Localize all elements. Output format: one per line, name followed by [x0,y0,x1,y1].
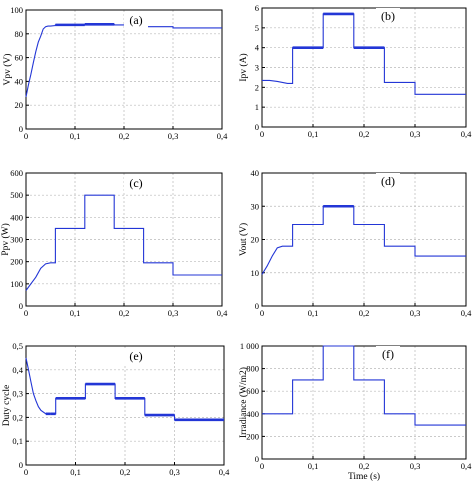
x-tick-label: 0,3 [168,131,179,141]
panel-d: 0 0,1 0,2 0,3 0,4 0 10 20 30 40 Vout (V) (d) [238,168,472,318]
series-line [262,345,466,426]
x-tick-label: 0,4 [217,131,228,141]
y-tick-label: 40 [251,168,260,178]
series-line [25,357,224,421]
y-tick-label: 400 [10,212,23,222]
y-tick-label: 2 [255,82,259,92]
series-line [261,205,466,275]
x-tick-label: 0,3 [168,308,179,318]
y-axis-title: Vout (V) [238,223,249,256]
panel-label: (f) [382,347,394,361]
y-tick-label: 4 [255,43,260,53]
panel-label-box [376,173,400,189]
series-line [25,194,222,291]
panel-label: (b) [381,9,395,23]
panel-label-box [376,346,400,362]
panel-a: 0 0,1 0,2 0,3 0,4 0 20 40 60 80 100 Vpv (V) (a) [2,5,228,141]
y-axis-title: Vpv (V) [2,54,13,86]
y-tick-label: 6 [255,3,259,13]
y-tick-label: 40 [15,76,24,86]
panel-label-box [124,12,148,28]
y-tick-label: 0,1 [12,436,23,446]
y-tick-label: 600 [246,386,259,396]
y-tick-label: 0,5 [12,341,23,351]
x-tick-label: 0 [260,129,264,139]
y-tick-label: 20 [15,100,24,110]
y-tick-label: 500 [10,190,23,200]
y-tick-label: 400 [246,409,259,419]
x-tick-label: 0,1 [70,308,81,318]
y-tick-label: 300 [10,235,23,245]
x-axis-title: Time (s) [348,471,380,481]
panel-label-box [124,348,148,364]
x-tick-label: 0,1 [70,467,81,477]
x-tick-label: 0,4 [217,308,228,318]
y-axis-title: Duty cycle [2,385,12,426]
y-tick-label: 0 [19,301,23,311]
y-tick-label: 0 [255,122,259,132]
y-tick-label: 30 [251,201,260,211]
y-tick-label: 800 [246,364,259,374]
panel-label: (d) [381,174,395,188]
x-tick-label: 0,3 [410,129,421,139]
y-tick-label: 60 [15,53,24,63]
x-tick-label: 0,4 [219,467,230,477]
x-tick-label: 0,2 [359,308,370,318]
x-tick-label: 0,3 [169,467,180,477]
x-tick-label: 0,3 [410,308,421,318]
y-tick-label: 0,3 [12,389,23,399]
y-tick-label: 3 [255,63,259,73]
x-tick-label: 0,2 [119,131,130,141]
y-tick-label: 0 [255,301,259,311]
y-tick-label: 0 [19,124,23,134]
y-tick-label: 5 [255,23,259,33]
x-tick-label: 0,1 [70,131,81,141]
x-tick-label: 0,1 [308,461,319,471]
x-tick-label: 0 [24,308,28,318]
y-tick-label: 0,4 [12,365,23,375]
x-tick-label: 0,4 [461,461,472,471]
panel-label-box [376,8,400,24]
x-tick-label: 0,2 [359,461,370,471]
y-tick-label: 80 [15,29,24,39]
x-tick-label: 0,2 [359,129,370,139]
y-tick-label: 0,2 [12,412,23,422]
y-tick-label: 0 [19,460,23,470]
panel-c: 0 0,1 0,2 0,3 0,4 0 100 200 300 400 500 600 Ppv (W) (… [0,168,228,318]
y-tick-label: 1 000 [240,341,259,351]
panel-label: (a) [129,13,142,27]
x-tick-label: 0 [260,461,264,471]
x-tick-label: 0,2 [119,308,130,318]
panel-label: (c) [129,176,142,190]
y-axis-title: Ppv (W) [0,223,11,255]
y-tick-label: 0 [255,454,259,464]
panel-f: 0 0,1 0,2 0,3 0,4 0 200 400 600 800 1 000 Irradianc… [238,341,472,481]
y-tick-label: 20 [251,235,260,245]
y-axis-title: Ipv (A) [238,53,249,81]
x-tick-label: 0,4 [461,308,472,318]
x-tick-label: 0,4 [461,129,472,139]
y-axis-title: Irradiance (W/m2) [238,367,249,438]
x-tick-label: 0,1 [308,129,319,139]
x-tick-label: 0 [260,308,264,318]
panel-label: (e) [129,349,142,363]
y-tick-label: 10 [251,268,260,278]
x-tick-label: 0,3 [410,461,421,471]
y-tick-label: 100 [10,5,23,15]
y-tick-label: 200 [10,257,23,267]
x-tick-label: 0,1 [308,308,319,318]
y-tick-label: 100 [10,279,23,289]
y-tick-label: 600 [10,168,23,178]
x-tick-label: 0,2 [120,467,131,477]
panel-b: 0 0,1 0,2 0,3 0,4 0 1 2 3 4 5 6 Ipv (A) (b) [238,3,472,139]
y-tick-label: 1 [255,102,259,112]
x-tick-label: 0 [24,467,28,477]
panel-label-box [124,175,148,191]
x-tick-label: 0 [24,131,28,141]
y-tick-label: 200 [246,431,259,441]
panel-e: 0 0,1 0,2 0,3 0,4 0 0,1 0,2 0,3 0,4 0,5 Duty cycle (… [2,341,230,477]
